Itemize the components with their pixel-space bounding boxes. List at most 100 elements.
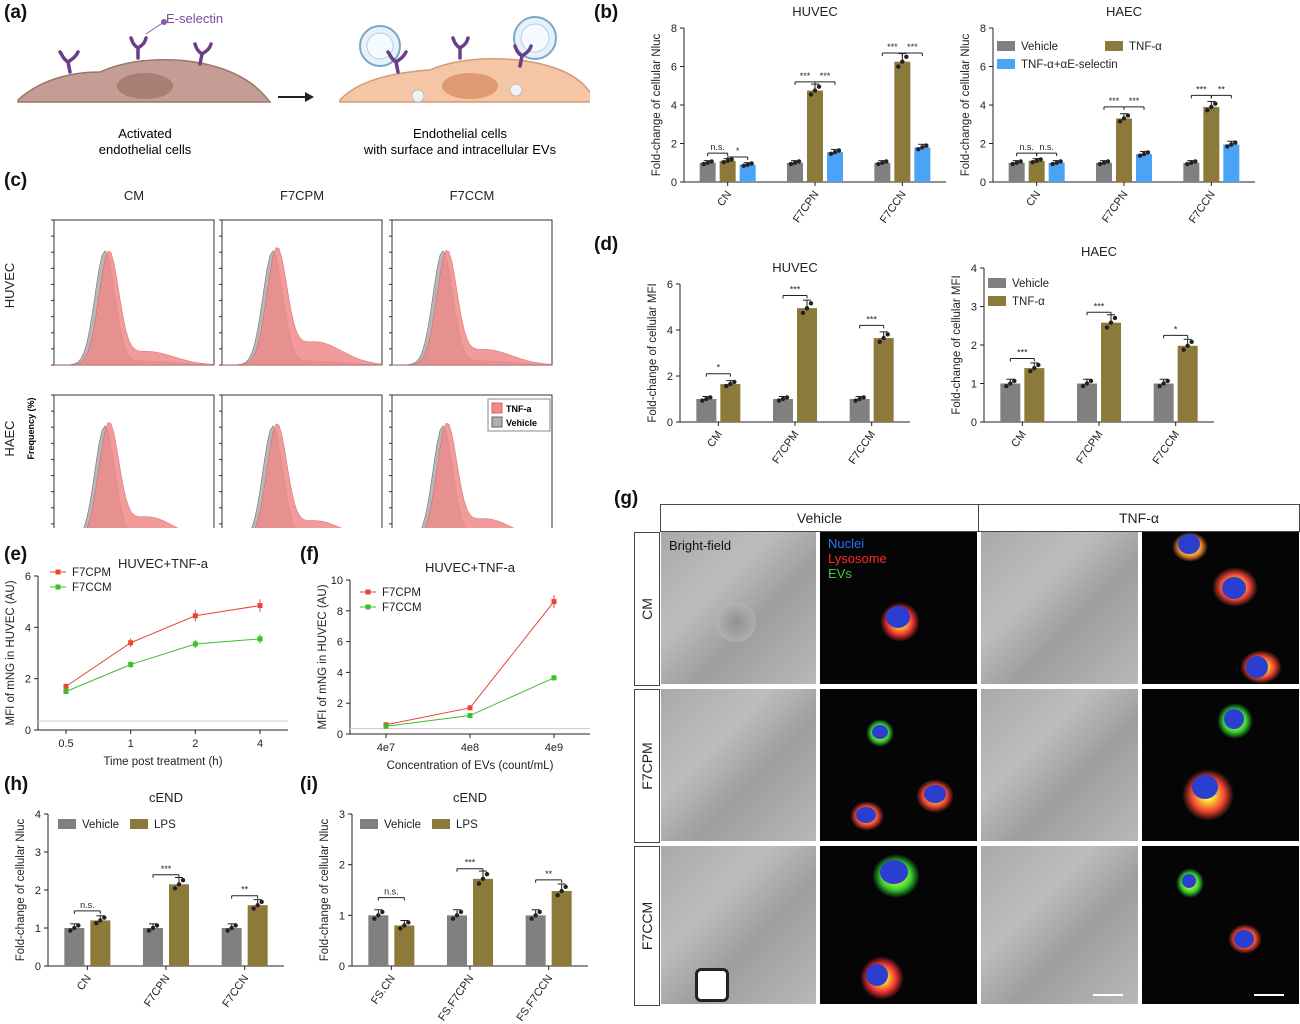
data-point (402, 923, 407, 928)
data-point (885, 332, 890, 337)
legend-label: F7CCM (72, 582, 112, 594)
sig-label: * (736, 146, 740, 156)
micrograph-fluor-tnf-f7cpm (1142, 689, 1299, 841)
data-point (1038, 157, 1043, 162)
y-tick-label: 2 (667, 371, 673, 383)
legend-label: F7CPM (382, 587, 421, 599)
chart-f-concentration: HUVEC+TNF-a 0 2 4 6 8 10 4e7 4e8 4e9 Concentration… (317, 560, 590, 772)
x-tick-label: FS.CN (369, 973, 398, 1007)
chart-title: HAEC (1106, 4, 1142, 19)
y-tick-label: 4 (25, 622, 31, 634)
panel-label-b: (b) (594, 2, 619, 23)
chart-b-huvec: HUVEC 0 2 4 6 8 Fold-change of cellular Nluc CN… (651, 4, 946, 226)
bar-tnf- (807, 90, 823, 182)
right-caption-line2: with surface and intracellular EVs (363, 142, 557, 157)
sig-label: *** (161, 864, 172, 874)
data-point (1004, 383, 1009, 389)
data-point (877, 339, 882, 344)
data-point (72, 925, 77, 931)
y-tick-label: 0 (971, 417, 977, 429)
data-point (708, 395, 713, 400)
chart-i-cend-fs: cEND 0 1 2 3 Fold-change of cellular Nluc FS.C… (319, 790, 588, 1024)
bar-lps (90, 920, 111, 966)
data-point (172, 886, 178, 891)
data-point (1121, 116, 1127, 121)
bar-vehicle (1000, 383, 1021, 422)
data-point (150, 925, 156, 931)
data-point (1112, 315, 1118, 321)
panel-label-f: (f) (300, 544, 319, 565)
data-point (255, 903, 260, 908)
bar-vehicle (1096, 162, 1112, 182)
data-point (1101, 160, 1107, 165)
y-axis-label: Fold-change of cellular Nluc (15, 818, 27, 961)
chart-title: HUVEC+TNF-a (118, 556, 209, 571)
x-tick-label: CM (1009, 429, 1029, 450)
data-point (380, 909, 385, 915)
evs-label: EVs (828, 566, 852, 581)
x-tick-label: F7CPN (142, 973, 173, 1009)
data-point (884, 159, 889, 164)
data-point (529, 916, 534, 921)
bar-lps (247, 905, 268, 966)
data-point (146, 928, 152, 933)
hist-column-title: F7CPM (280, 188, 324, 203)
sig-label: *** (1017, 347, 1028, 357)
bar-vehicle (1153, 383, 1174, 422)
data-point (1080, 383, 1086, 389)
x-tick-label: 0.5 (58, 738, 73, 750)
x-tick-label: 4e9 (545, 742, 563, 754)
data-point (916, 146, 921, 152)
y-tick-label: 8 (980, 23, 986, 35)
sig-label: n.s. (1019, 142, 1034, 152)
col-header-tnf: TNF-α (978, 504, 1300, 532)
data-point (176, 882, 182, 887)
y-tick-label: 4 (671, 100, 677, 112)
y-tick-label: 3 (971, 302, 977, 314)
y-tick-label: 1 (971, 379, 977, 391)
data-point (1233, 140, 1238, 145)
y-tick-label: 4 (35, 809, 41, 821)
data-point (780, 396, 786, 402)
y-tick-label: 8 (337, 606, 343, 618)
chart-d-haec: HAEC 0 1 2 3 4 Fold-change of cellular MFI CM F7… (951, 244, 1214, 467)
legend-label: Vehicle (1021, 41, 1058, 53)
data-point (832, 149, 838, 155)
series-line-f7cpm (65, 605, 261, 687)
sig-label: *** (790, 285, 801, 295)
bar-tnf- (1116, 118, 1132, 182)
data-point (551, 675, 557, 681)
brightfield-label: Bright-field (669, 538, 732, 553)
data-point (102, 915, 107, 920)
hist-legend-label: Vehicle (506, 418, 537, 428)
data-point (1108, 320, 1114, 325)
hist-tnf (254, 423, 342, 528)
legend-swatch (1105, 41, 1123, 51)
bar-vehicle (221, 928, 242, 966)
y-tick-label: 6 (667, 279, 673, 291)
panel-label-e: (e) (4, 544, 28, 565)
hist-y-label: Frequency (%) (26, 397, 36, 459)
bar-tnf- (720, 384, 741, 422)
data-point (1225, 144, 1230, 149)
chart-title: HUVEC (772, 260, 818, 275)
y-tick-label: 0 (671, 177, 677, 189)
bar-vehicle (1008, 162, 1025, 182)
bar-tnf-e-selectin (827, 152, 843, 182)
y-tick-label: 6 (25, 571, 31, 583)
data-point (1088, 378, 1094, 384)
data-point (876, 161, 881, 167)
y-tick-label: 8 (671, 23, 677, 35)
row-header-f7cpm: F7CPM (634, 689, 660, 843)
hist-legend-swatch (491, 402, 503, 414)
data-point (1034, 158, 1039, 164)
sig-label: n.s. (710, 142, 725, 152)
y-tick-label: 1 (339, 910, 345, 922)
y-tick-label: 0 (35, 961, 41, 973)
hist-frame (53, 219, 215, 366)
data-point (1008, 381, 1013, 386)
hist-tnf (391, 249, 553, 366)
data-point (94, 920, 99, 926)
data-point (812, 88, 818, 93)
data-point (816, 84, 822, 89)
